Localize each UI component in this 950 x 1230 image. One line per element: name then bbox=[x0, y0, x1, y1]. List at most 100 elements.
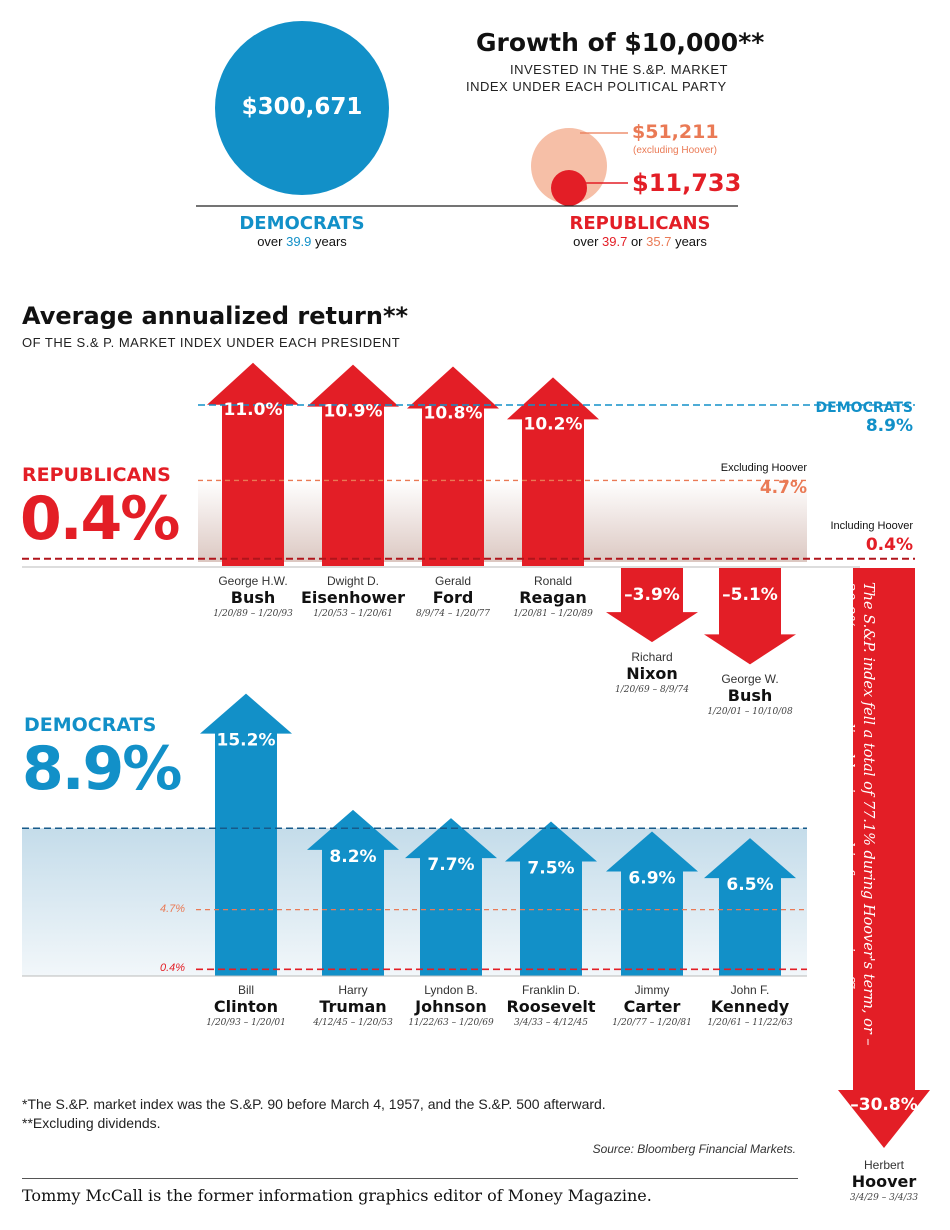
growth-rep-years: over 39.7 or 35.7 years bbox=[530, 234, 750, 249]
rep-first-1: Dwight D. bbox=[326, 574, 379, 588]
footnote-1: *The S.&P. market index was the S.&P. 90… bbox=[22, 1096, 606, 1112]
rep-last-4: Nixon bbox=[626, 664, 678, 684]
dem-growth-value: $300,671 bbox=[241, 94, 363, 120]
dem-bar-0 bbox=[200, 693, 292, 976]
dem-bar-1 bbox=[307, 809, 399, 976]
rep-last-3: Reagan bbox=[519, 588, 587, 607]
growth-dem-years: over 39.9 years bbox=[200, 234, 404, 249]
rep-bar-label-4: –3.9% bbox=[624, 585, 680, 605]
rep-dates-1: 1/20/53 – 1/20/61 bbox=[313, 609, 393, 619]
dem-dates-4: 1/20/77 – 1/20/81 bbox=[612, 1018, 692, 1028]
dem-last-4: Carter bbox=[623, 997, 681, 1016]
rep-bar-4 bbox=[606, 568, 698, 643]
hoover-bar-label: –30.8% bbox=[850, 1095, 917, 1115]
dem-bar-4 bbox=[606, 831, 698, 976]
dem-bubble bbox=[215, 21, 389, 195]
rep-growth-value: $11,733 bbox=[632, 169, 742, 197]
growth-dem-label: DEMOCRATS bbox=[239, 213, 365, 234]
dem-bar-label-5: 6.5% bbox=[726, 875, 773, 895]
ref-incl-value: 0.4% bbox=[865, 535, 913, 555]
rep-bubble bbox=[551, 170, 587, 206]
growth-rep-label: REPUBLICANS bbox=[569, 213, 711, 234]
rep-bar-5 bbox=[704, 568, 796, 665]
dem-last-3: Roosevelt bbox=[506, 997, 596, 1016]
rep-excl-bubble bbox=[531, 128, 607, 204]
returns-subtitle: OF THE S.& P. MARKET INDEX UNDER EACH PR… bbox=[22, 335, 401, 350]
growth-title: Growth of $10,000** bbox=[476, 28, 765, 57]
footer-rule bbox=[22, 1178, 798, 1179]
dem-average: 8.9% bbox=[22, 734, 182, 804]
dem-dates-0: 1/20/93 – 1/20/01 bbox=[206, 1018, 286, 1028]
rep-first-4: Richard bbox=[631, 650, 673, 665]
rep-average: 0.4% bbox=[20, 484, 180, 554]
ref-dem-value: 8.9% bbox=[865, 416, 913, 436]
dem-bar-3 bbox=[505, 821, 597, 976]
dem-last-2: Johnson bbox=[415, 997, 487, 1016]
rep-excl-value: $51,211 bbox=[632, 121, 719, 143]
rep-bar-0 bbox=[207, 362, 299, 566]
rep-bar-label-2: 10.8% bbox=[424, 403, 483, 423]
rep-last-1: Eisenhower bbox=[300, 588, 406, 607]
rep-last-0: Bush bbox=[230, 588, 276, 607]
returns-title: Average annualized return** bbox=[22, 302, 409, 330]
rep-bar-label-3: 10.2% bbox=[524, 414, 583, 434]
dem-bar-label-3: 7.5% bbox=[527, 859, 574, 879]
rep-excl-band bbox=[198, 480, 807, 562]
rep-years-b: 35.7 bbox=[646, 234, 672, 249]
rep-first-0: George H.W. bbox=[218, 574, 288, 588]
growth-bubbles bbox=[196, 21, 738, 207]
rep-first-2: Gerald bbox=[434, 574, 472, 588]
source-note: Source: Bloomberg Financial Markets. bbox=[592, 1142, 796, 1156]
rep-bar-3 bbox=[507, 377, 599, 566]
credit: Tommy McCall is the former information g… bbox=[22, 1186, 652, 1205]
rep-dates-5: 1/20/01 – 10/10/08 bbox=[707, 707, 793, 718]
dem-years-prefix: over bbox=[257, 234, 287, 249]
rep-years-prefix: over bbox=[573, 234, 603, 249]
rep-bar-label-0: 11.0% bbox=[224, 400, 283, 420]
ref-dem-label: DEMOCRATS bbox=[815, 400, 913, 416]
hoover-first-0: Herbert bbox=[863, 1158, 904, 1172]
dem-bar-5 bbox=[704, 838, 796, 976]
ref-excl-label: Excluding Hoover bbox=[720, 462, 807, 474]
hoover-dates-0: 3/4/29 – 3/4/33 bbox=[849, 1193, 919, 1203]
ref-excl-value: 4.7% bbox=[759, 478, 807, 498]
rep-years-or: or bbox=[627, 234, 647, 249]
dem-ref-04-label: 0.4% bbox=[160, 962, 186, 974]
dem-last-1: Truman bbox=[319, 997, 387, 1016]
dem-ref-47-label: 4.7% bbox=[160, 903, 186, 915]
hoover-bar bbox=[838, 568, 930, 1148]
rep-years-a: 39.7 bbox=[602, 234, 628, 249]
dem-first-4: Jimmy bbox=[634, 983, 670, 997]
dem-bar-label-1: 8.2% bbox=[329, 847, 376, 867]
growth-subtitle-1: INVESTED IN THE S.&P. MARKET bbox=[510, 62, 728, 77]
dem-first-0: Bill bbox=[237, 983, 254, 997]
rep-excl-note: (excluding Hoover) bbox=[633, 145, 717, 156]
rep-years-suffix: years bbox=[671, 234, 707, 249]
dem-bar-label-0: 15.2% bbox=[217, 731, 276, 751]
footnote-2: **Excluding dividends. bbox=[22, 1115, 161, 1131]
dem-first-5: John F. bbox=[730, 983, 770, 997]
hoover-note: The S.&P. index fell a total of 77.1% du… bbox=[840, 582, 876, 1046]
rep-first-5: George W. bbox=[721, 672, 779, 687]
hoover-last-0: Hoover bbox=[851, 1172, 917, 1191]
dem-years-suffix: years bbox=[311, 234, 347, 249]
rep-dates-3: 1/20/81 – 1/20/89 bbox=[513, 609, 593, 619]
dem-label: DEMOCRATS bbox=[24, 714, 157, 736]
dem-dates-5: 1/20/61 – 11/22/63 bbox=[707, 1018, 793, 1028]
dem-first-1: Harry bbox=[338, 983, 368, 997]
growth-subtitle-2: INDEX UNDER EACH POLITICAL PARTY bbox=[466, 79, 727, 94]
dem-last-0: Clinton bbox=[213, 997, 279, 1016]
rep-bar-1 bbox=[307, 364, 399, 566]
dem-bar-label-2: 7.7% bbox=[427, 855, 474, 875]
dem-bar-2 bbox=[405, 818, 497, 976]
dem-years: 39.9 bbox=[286, 234, 312, 249]
dem-dates-2: 11/22/63 – 1/20/69 bbox=[408, 1018, 494, 1028]
dem-dates-1: 4/12/45 – 1/20/53 bbox=[313, 1018, 393, 1028]
rep-bar-label-1: 10.9% bbox=[324, 402, 383, 422]
rep-dates-4: 1/20/69 – 8/9/74 bbox=[615, 685, 689, 696]
rep-last-2: Ford bbox=[432, 588, 474, 607]
rep-dates-0: 1/20/89 – 1/20/93 bbox=[213, 609, 293, 619]
dem-first-3: Franklin D. bbox=[521, 983, 580, 997]
dem-first-2: Lyndon B. bbox=[424, 983, 478, 997]
